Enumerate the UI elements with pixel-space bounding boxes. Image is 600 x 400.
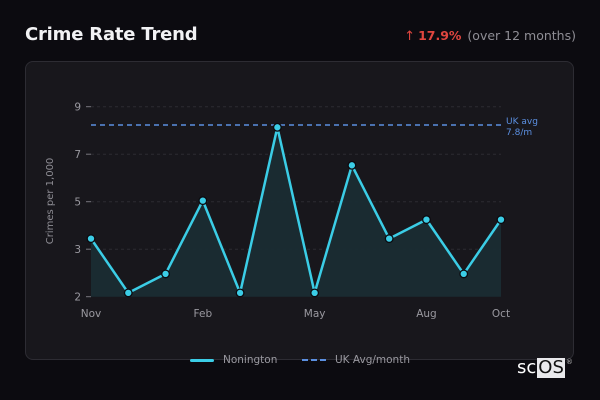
y-tick-label: 9 — [74, 102, 81, 114]
data-point-marker[interactable] — [235, 288, 245, 298]
data-point-marker[interactable] — [198, 196, 208, 206]
chart-legend: Nonington UK Avg/month — [0, 354, 600, 370]
y-tick-label: 2 — [74, 292, 81, 304]
data-point-marker[interactable] — [123, 288, 133, 298]
series-line — [89, 126, 503, 295]
legend-item-nonington[interactable]: Nonington — [190, 354, 277, 366]
data-point-marker[interactable] — [459, 269, 469, 279]
logo-prefix: sc — [517, 357, 537, 378]
reference-label-line1: UK avg — [506, 117, 538, 127]
logo-suffix: OS — [537, 357, 565, 378]
data-point-marker[interactable] — [422, 215, 431, 225]
data-point-marker[interactable] — [161, 269, 170, 279]
x-tick-label: Aug — [416, 308, 437, 320]
y-tick-label: 3 — [74, 244, 81, 256]
page-title: Crime Rate Trend — [25, 24, 198, 45]
chart-card — [25, 61, 574, 360]
y-tick-label: 5 — [74, 197, 81, 209]
x-tick-label: May — [304, 308, 326, 320]
data-point-marker[interactable] — [310, 288, 320, 298]
data-point-marker[interactable] — [496, 215, 506, 225]
data-point-marker[interactable] — [272, 122, 282, 132]
reference-label-line2: 7.8/m — [506, 128, 532, 138]
dashed-line-swatch-icon — [302, 359, 326, 361]
data-point-marker[interactable] — [86, 234, 96, 244]
x-tick-label: Oct — [492, 308, 510, 320]
x-tick-label: Feb — [194, 308, 213, 320]
y-tick-label: 7 — [74, 149, 81, 161]
arrow-up-icon: ↑ — [404, 29, 416, 44]
data-point-marker[interactable] — [347, 160, 357, 170]
y-axis-label: Crimes per 1,000 — [45, 158, 56, 245]
scos-logo: sc OS ® — [517, 358, 573, 378]
change-period: (over 12 months) — [467, 28, 576, 43]
legend-label: UK Avg/month — [335, 354, 410, 366]
x-tick-label: Nov — [81, 308, 102, 320]
registered-mark: ® — [565, 358, 573, 366]
data-point-marker[interactable] — [384, 234, 394, 244]
legend-item-uk-avg[interactable]: UK Avg/month — [302, 354, 410, 366]
change-percent: 17.9% — [418, 28, 462, 43]
legend-label: Nonington — [223, 354, 278, 366]
solid-line-swatch-icon — [190, 358, 214, 362]
trend-change-indicator: ↑ 17.9% (over 12 months) — [404, 28, 576, 44]
